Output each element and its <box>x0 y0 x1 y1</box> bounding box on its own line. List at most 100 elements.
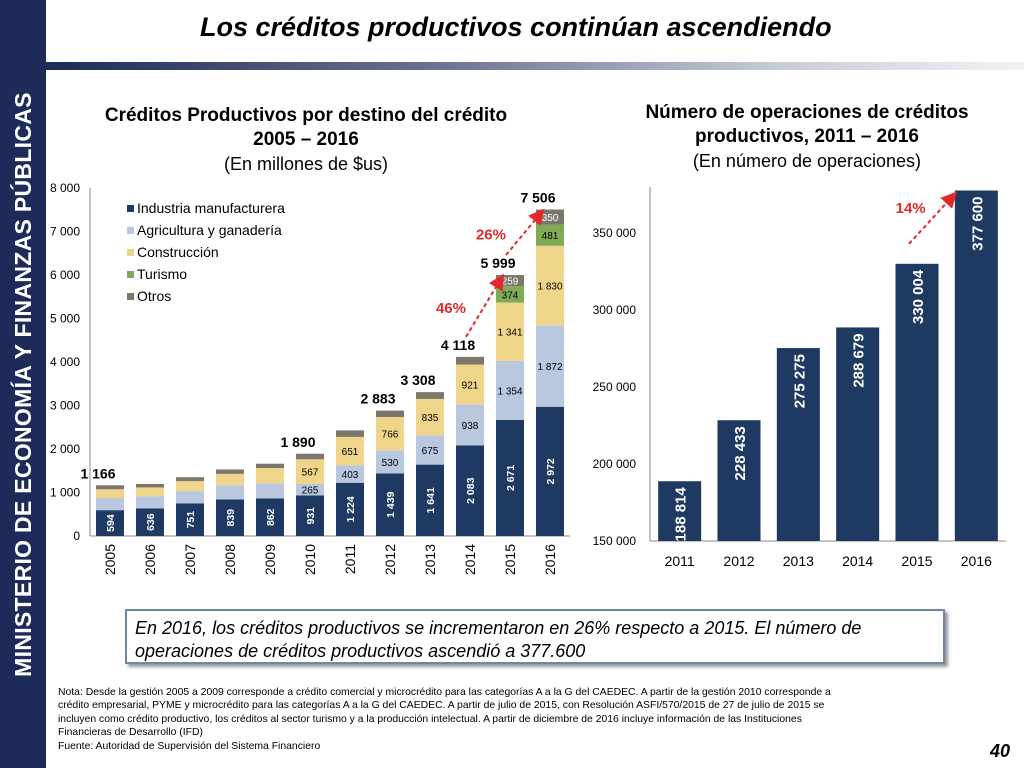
page-number: 40 <box>989 741 1010 761</box>
bar-operations <box>836 327 880 541</box>
bar-construccion <box>416 398 444 436</box>
bar-operations <box>717 420 761 541</box>
data-label: 403 <box>342 470 359 481</box>
bar-construccion <box>176 481 204 492</box>
right-chart-title-line2: productivos, 2011 – 2016 <box>695 126 919 147</box>
y-tick-label: 8 000 <box>50 181 80 195</box>
bar-construccion <box>336 436 364 466</box>
legend-label: Industria manufacturera <box>137 200 285 216</box>
right-chart-subtitle: (En número de operaciones) <box>692 151 922 171</box>
right-chart-title: Número de operaciones de créditos produc… <box>600 101 1014 173</box>
bar-agricultura-y-ganaderia <box>336 465 364 483</box>
x-tick-label: 2010 <box>302 544 318 575</box>
bar-operations <box>954 190 998 541</box>
total-label: 5 999 <box>480 255 515 271</box>
bar-industria-manufacturera <box>496 419 524 536</box>
data-label: 835 <box>422 413 439 424</box>
bar-otros <box>96 485 124 490</box>
data-label: 931 <box>305 507 317 525</box>
bar-industria-manufacturera <box>136 508 164 536</box>
total-label: 7 506 <box>520 190 555 206</box>
x-tick-label: 2011 <box>665 553 695 569</box>
bar-otros <box>336 430 364 437</box>
bar-otros <box>176 477 204 482</box>
data-label: 481 <box>542 231 559 242</box>
data-label: 259 <box>502 277 519 288</box>
bar-otros <box>456 356 484 365</box>
data-label: 839 <box>225 509 237 527</box>
x-tick-label: 2013 <box>783 553 814 569</box>
bar-otros <box>296 453 324 460</box>
data-label: 1 354 <box>497 386 522 397</box>
left-chart-title-line1: Créditos Productivos por destino del cré… <box>104 105 508 126</box>
summary-line-1: En 2016, los créditos productivos se inc… <box>135 618 862 638</box>
left-chart-title: Créditos Productivos por destino del cré… <box>48 104 564 176</box>
y-tick-label: 4 000 <box>50 355 80 369</box>
bar-agricultura-y-ganaderia <box>456 404 484 446</box>
title-rule <box>46 62 1024 70</box>
legend-label: Otros <box>137 288 171 304</box>
data-label: 651 <box>342 447 359 458</box>
bar-industria-manufacturera <box>256 498 284 536</box>
data-label: 265 <box>302 486 319 497</box>
total-label: 1 166 <box>80 465 115 481</box>
x-tick-label: 2005 <box>102 544 118 575</box>
sidebar-band <box>0 0 46 768</box>
left-chart-subtitle: (En millones de $us) <box>223 154 389 174</box>
bar-otros <box>216 469 244 474</box>
right-chart-title-line1: Número de operaciones de créditos <box>645 102 969 123</box>
data-label: 594 <box>105 514 117 532</box>
data-label: 377 600 <box>969 196 986 250</box>
data-label: 675 <box>422 446 439 457</box>
footnote-line-4: Financieras de Desarrollo (IFD) <box>58 727 203 739</box>
left-chart-title-line2: 2005 – 2016 <box>253 129 359 150</box>
data-label: 751 <box>185 511 197 529</box>
legend-label: Construcción <box>137 244 219 260</box>
bar-industria-manufacturera <box>416 464 444 536</box>
bar-industria-manufacturera <box>216 499 244 536</box>
x-tick-label: 2006 <box>142 544 158 575</box>
x-tick-label: 2016 <box>542 544 558 575</box>
bar-agricultura-y-ganaderia <box>536 325 564 407</box>
x-tick-label: 2011 <box>342 544 358 574</box>
x-tick-label: 2008 <box>222 544 238 575</box>
legend-swatch <box>127 205 134 212</box>
data-label: 1 341 <box>497 328 522 339</box>
data-label: 2 972 <box>545 458 557 484</box>
data-label: 862 <box>265 508 277 526</box>
total-label: 1 890 <box>280 434 315 450</box>
y-tick-label: 2 000 <box>50 442 80 456</box>
footnote-line-2: crédito empresarial, PYME y microcrédito… <box>58 700 825 712</box>
x-tick-label: 2012 <box>382 544 398 575</box>
summary-box: En 2016, los créditos productivos se inc… <box>125 609 945 664</box>
bar-industria-manufacturera <box>456 445 484 536</box>
bar-turismo <box>536 224 564 246</box>
data-label: 2 671 <box>505 465 517 491</box>
bar-otros <box>496 275 524 287</box>
data-label: 530 <box>382 458 399 469</box>
bar-agricultura-y-ganaderia <box>176 491 204 504</box>
growth-arrow <box>505 208 545 256</box>
data-label: 1 439 <box>385 491 397 517</box>
data-label: 374 <box>502 290 519 301</box>
y-tick-label: 7 000 <box>50 225 80 239</box>
data-label: 275 275 <box>791 354 808 408</box>
bar-construccion <box>256 468 284 484</box>
growth-label: 46% <box>436 300 466 317</box>
x-tick-label: 2007 <box>182 544 198 575</box>
bar-agricultura-y-ganaderia <box>376 450 404 474</box>
total-label: 4 118 <box>441 337 475 353</box>
page-title: Los créditos productivos continúan ascen… <box>200 12 832 42</box>
data-label: 567 <box>302 468 319 479</box>
bar-industria-manufacturera <box>336 482 364 536</box>
data-label: 188 814 <box>673 487 690 542</box>
bar-industria-manufacturera <box>536 406 564 536</box>
data-label: 1 872 <box>537 362 562 373</box>
legend-swatch <box>127 293 134 300</box>
legend-label: Agricultura y ganadería <box>137 222 282 238</box>
data-label: 228 433 <box>732 426 749 480</box>
data-label: 288 679 <box>851 333 868 387</box>
x-tick-label: 2014 <box>842 553 873 569</box>
bar-industria-manufacturera <box>176 503 204 536</box>
legend-label: Turismo <box>137 266 187 282</box>
